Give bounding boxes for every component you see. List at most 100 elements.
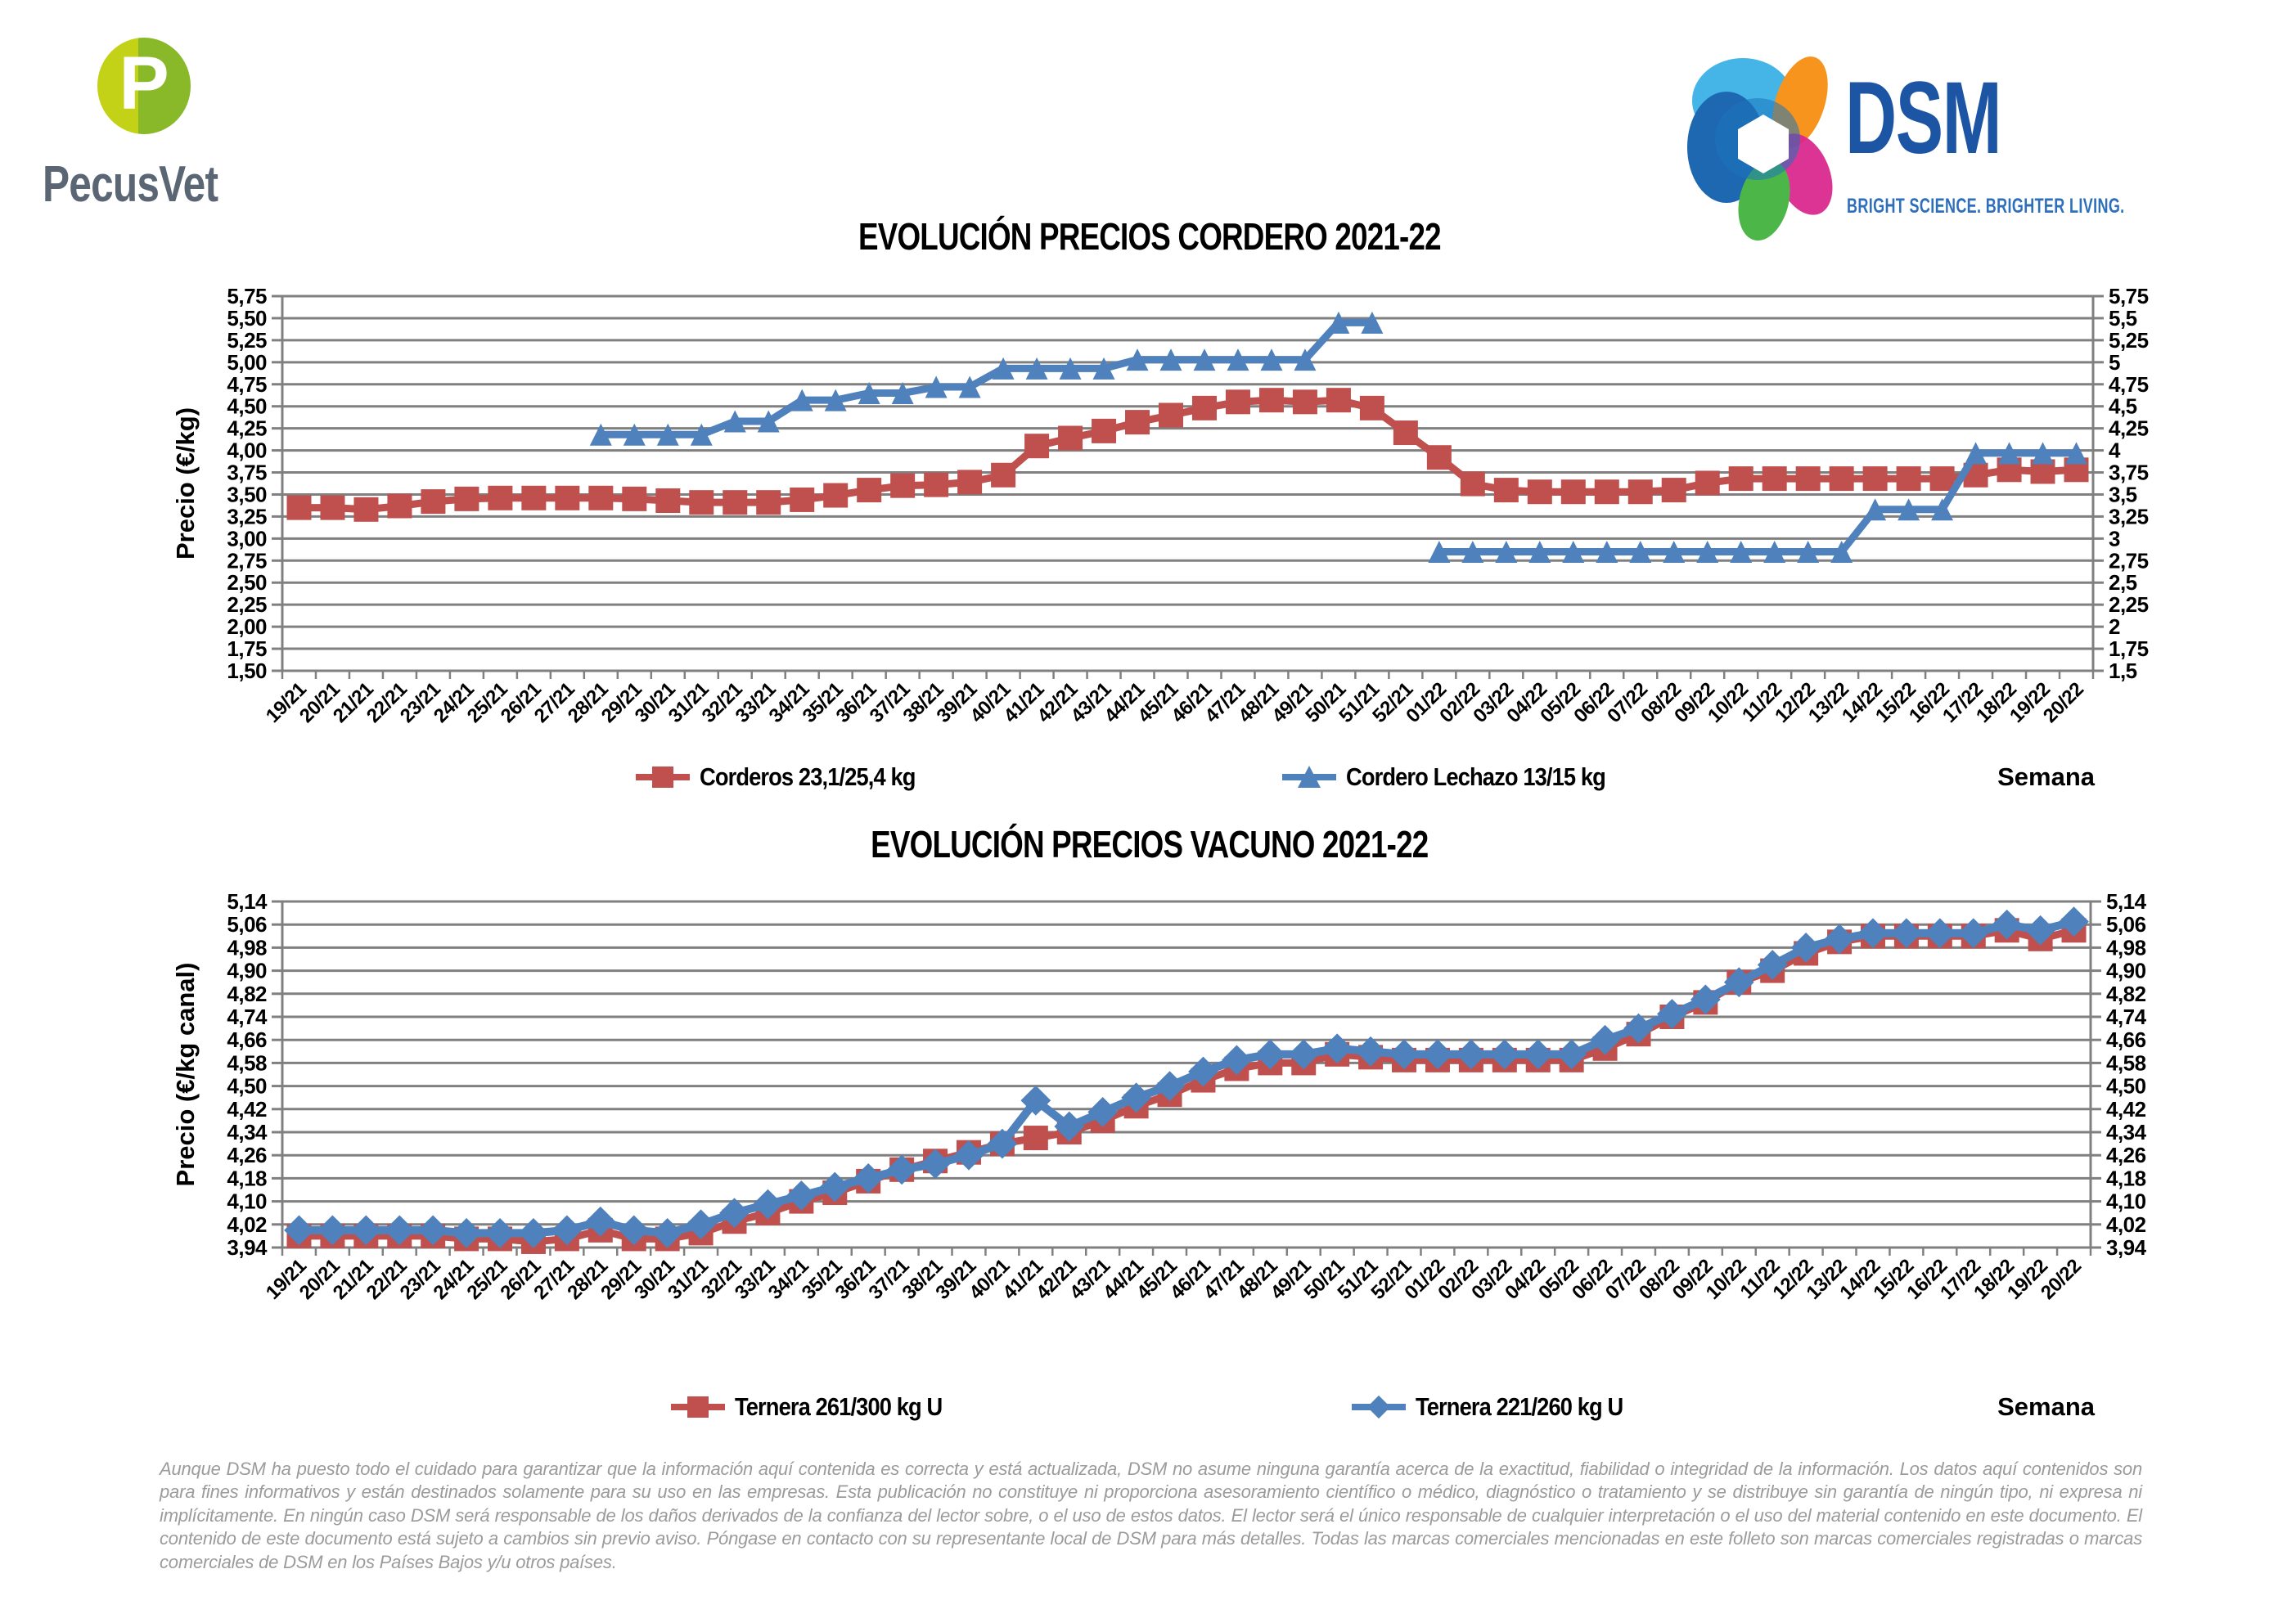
svg-text:31/21: 31/21 bbox=[664, 1255, 713, 1304]
svg-text:4,25: 4,25 bbox=[227, 416, 267, 441]
svg-text:10/22: 10/22 bbox=[1702, 1255, 1751, 1304]
svg-text:5,14: 5,14 bbox=[227, 889, 268, 914]
svg-text:52/21: 52/21 bbox=[1368, 678, 1417, 727]
svg-text:15/22: 15/22 bbox=[1869, 1255, 1918, 1304]
svg-text:48/21: 48/21 bbox=[1233, 1255, 1282, 1304]
svg-text:46/21: 46/21 bbox=[1167, 678, 1216, 727]
svg-text:5,00: 5,00 bbox=[227, 350, 267, 375]
svg-text:4,75: 4,75 bbox=[2109, 372, 2149, 397]
svg-text:34/21: 34/21 bbox=[765, 678, 814, 727]
svg-text:51/21: 51/21 bbox=[1334, 1255, 1383, 1304]
svg-text:4,50: 4,50 bbox=[227, 1074, 267, 1099]
pecusvet-wordmark: PecusVet bbox=[43, 156, 218, 213]
svg-text:2,75: 2,75 bbox=[227, 548, 267, 573]
svg-text:4,75: 4,75 bbox=[227, 372, 267, 397]
svg-text:4,00: 4,00 bbox=[227, 438, 267, 463]
svg-text:37/21: 37/21 bbox=[865, 1255, 914, 1304]
svg-text:Precio (€/kg canal): Precio (€/kg canal) bbox=[171, 963, 200, 1187]
legend-label-ternera-261: Ternera 261/300 kg U bbox=[735, 1392, 943, 1421]
svg-text:27/21: 27/21 bbox=[529, 1255, 579, 1304]
svg-text:4,34: 4,34 bbox=[2106, 1120, 2147, 1144]
pecusvet-logo-icon: P bbox=[97, 38, 191, 134]
svg-text:4,58: 4,58 bbox=[2106, 1050, 2146, 1075]
svg-text:44/21: 44/21 bbox=[1099, 1255, 1148, 1304]
svg-text:2,25: 2,25 bbox=[227, 592, 267, 617]
svg-text:03/22: 03/22 bbox=[1469, 678, 1518, 727]
svg-text:11/22: 11/22 bbox=[1738, 678, 1786, 726]
svg-text:41/21: 41/21 bbox=[998, 1255, 1047, 1304]
dsm-logo: DSM BRIGHT SCIENCE. BRIGHTER LIVING. bbox=[1684, 33, 2257, 245]
ternera-261-series-icon bbox=[671, 1396, 725, 1418]
svg-text:4,74: 4,74 bbox=[2106, 1005, 2147, 1029]
svg-text:13/22: 13/22 bbox=[1803, 1255, 1852, 1304]
svg-text:20/21: 20/21 bbox=[295, 678, 344, 727]
svg-text:16/22: 16/22 bbox=[1902, 1255, 1952, 1304]
svg-text:17/22: 17/22 bbox=[1936, 1255, 1985, 1304]
svg-text:2,00: 2,00 bbox=[227, 614, 267, 639]
svg-text:4,66: 4,66 bbox=[2106, 1027, 2146, 1052]
svg-text:4,02: 4,02 bbox=[227, 1212, 267, 1237]
svg-text:40/21: 40/21 bbox=[965, 1255, 1014, 1304]
legend-label-lechazo: Cordero Lechazo 13/15 kg bbox=[1346, 762, 1606, 791]
svg-text:40/21: 40/21 bbox=[966, 678, 1015, 727]
svg-text:3,75: 3,75 bbox=[227, 461, 267, 485]
dsm-swirl-icon bbox=[1687, 56, 1833, 241]
svg-text:4,5: 4,5 bbox=[2109, 394, 2137, 419]
disclaimer-text: Aunque DSM ha puesto todo el cuidado par… bbox=[160, 1459, 2142, 1572]
svg-text:4,82: 4,82 bbox=[2106, 982, 2146, 1006]
svg-text:4,82: 4,82 bbox=[227, 982, 267, 1006]
svg-text:37/21: 37/21 bbox=[866, 678, 915, 727]
vacuno-legend: Ternera 261/300 kg U Ternera 221/260 kg … bbox=[0, 1391, 2296, 1427]
svg-text:4,10: 4,10 bbox=[227, 1189, 267, 1214]
svg-text:01/22: 01/22 bbox=[1402, 678, 1451, 727]
svg-text:18/22: 18/22 bbox=[1972, 678, 2021, 727]
svg-text:13/22: 13/22 bbox=[1804, 678, 1853, 727]
svg-text:12/22: 12/22 bbox=[1771, 678, 1820, 727]
svg-text:43/21: 43/21 bbox=[1066, 678, 1115, 727]
svg-text:4,26: 4,26 bbox=[2106, 1143, 2146, 1167]
svg-text:20/22: 20/22 bbox=[2039, 678, 2088, 727]
svg-text:4,26: 4,26 bbox=[227, 1143, 267, 1167]
svg-text:3,25: 3,25 bbox=[227, 504, 267, 528]
svg-text:38/21: 38/21 bbox=[899, 678, 948, 727]
svg-text:49/21: 49/21 bbox=[1267, 678, 1317, 727]
svg-text:28/21: 28/21 bbox=[563, 1255, 612, 1304]
svg-text:31/21: 31/21 bbox=[664, 678, 714, 727]
svg-text:48/21: 48/21 bbox=[1234, 678, 1283, 727]
svg-text:06/22: 06/22 bbox=[1569, 678, 1618, 727]
svg-text:09/22: 09/22 bbox=[1668, 1255, 1717, 1304]
svg-text:21/21: 21/21 bbox=[329, 1255, 378, 1304]
svg-text:50/21: 50/21 bbox=[1301, 678, 1350, 727]
legend-item-ternera-221: Ternera 221/260 kg U bbox=[1350, 1391, 1651, 1423]
svg-text:01/22: 01/22 bbox=[1400, 1255, 1449, 1304]
svg-text:5,50: 5,50 bbox=[227, 306, 267, 330]
svg-text:4,50: 4,50 bbox=[227, 394, 267, 419]
svg-text:52/21: 52/21 bbox=[1366, 1255, 1416, 1304]
svg-text:12/22: 12/22 bbox=[1769, 1255, 1818, 1304]
svg-text:16/22: 16/22 bbox=[1905, 678, 1954, 727]
svg-text:5,5: 5,5 bbox=[2109, 306, 2137, 330]
svg-text:1,5: 1,5 bbox=[2109, 659, 2137, 683]
svg-text:47/21: 47/21 bbox=[1200, 678, 1249, 727]
svg-text:4,66: 4,66 bbox=[227, 1027, 267, 1052]
svg-text:45/21: 45/21 bbox=[1132, 1255, 1182, 1304]
ternera-221-series-icon bbox=[1352, 1395, 1406, 1419]
svg-text:08/22: 08/22 bbox=[1636, 678, 1686, 727]
svg-text:5,14: 5,14 bbox=[2106, 889, 2147, 914]
svg-text:19/21: 19/21 bbox=[262, 678, 311, 727]
svg-text:25/21: 25/21 bbox=[463, 678, 512, 727]
svg-text:24/21: 24/21 bbox=[430, 1255, 479, 1304]
svg-text:08/22: 08/22 bbox=[1635, 1255, 1684, 1304]
svg-text:2,25: 2,25 bbox=[2109, 592, 2149, 617]
svg-text:5,06: 5,06 bbox=[227, 912, 267, 937]
svg-text:3: 3 bbox=[2109, 526, 2120, 551]
svg-text:33/21: 33/21 bbox=[732, 678, 781, 727]
svg-text:32/21: 32/21 bbox=[698, 678, 747, 727]
svg-text:04/22: 04/22 bbox=[1501, 1255, 1550, 1304]
svg-text:29/21: 29/21 bbox=[597, 678, 646, 727]
legend-label-ternera-221: Ternera 221/260 kg U bbox=[1416, 1392, 1623, 1421]
svg-text:42/21: 42/21 bbox=[1032, 1255, 1081, 1304]
svg-text:06/22: 06/22 bbox=[1568, 1255, 1617, 1304]
svg-text:28/21: 28/21 bbox=[564, 678, 613, 727]
svg-text:4,74: 4,74 bbox=[227, 1005, 268, 1029]
